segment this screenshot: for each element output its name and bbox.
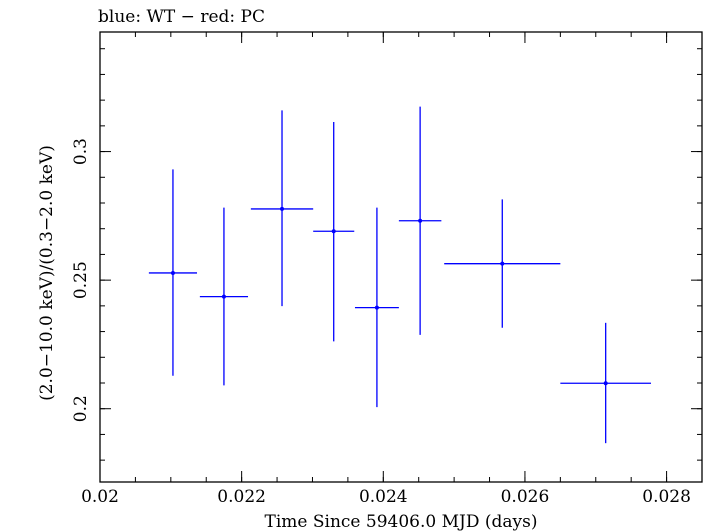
y-tick-label: 0.2: [71, 395, 91, 422]
data-point: [398, 106, 442, 335]
data-point: [313, 122, 355, 342]
point-marker: [280, 206, 285, 211]
point-marker: [603, 381, 608, 386]
x-tick-label: 0.024: [359, 487, 408, 507]
data-point: [199, 207, 249, 386]
y-tick-label: 0.3: [71, 138, 91, 165]
x-axis-label: Time Since 59406.0 MJD (days): [265, 512, 538, 532]
data-point: [560, 322, 652, 444]
axis-ticks: [99, 32, 703, 482]
y-axis-label: (2.0−10.0 keV)/(0.3−2.0 keV): [37, 145, 57, 401]
point-marker: [500, 261, 505, 266]
point-marker: [170, 270, 175, 275]
tick-labels: 0.02 0.022 0.024 0.026 0.028 0.2 0.25 0.3: [71, 138, 691, 507]
data-point: [250, 110, 314, 307]
y-tick-label: 0.25: [71, 261, 91, 299]
point-marker: [374, 305, 379, 310]
x-tick-label: 0.02: [81, 487, 119, 507]
x-tick-label: 0.022: [217, 487, 266, 507]
data-points: [148, 106, 652, 444]
data-point: [354, 207, 399, 408]
data-point: [444, 199, 561, 328]
point-marker: [221, 294, 226, 299]
x-tick-label: 0.028: [642, 487, 691, 507]
x-tick-label: 0.026: [501, 487, 550, 507]
plot-frame: [99, 31, 703, 483]
point-marker: [418, 218, 423, 223]
chart-title: blue: WT − red: PC: [98, 7, 265, 27]
point-marker: [331, 229, 336, 234]
data-point: [148, 169, 198, 376]
